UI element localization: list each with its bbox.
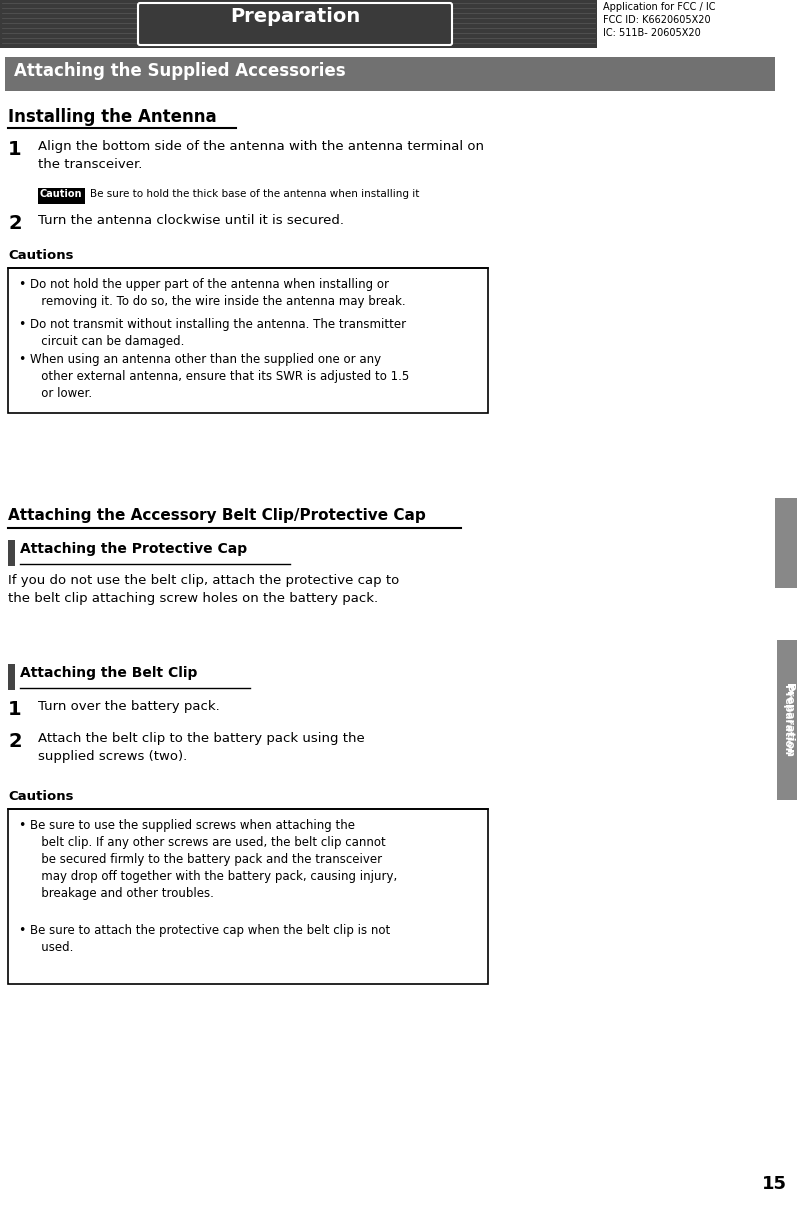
Text: Be sure to use the supplied screws when attaching the
   belt clip. If any other: Be sure to use the supplied screws when …: [30, 820, 397, 900]
Text: 15: 15: [762, 1174, 787, 1193]
Text: •: •: [18, 317, 26, 331]
Text: Cautions: Cautions: [8, 249, 73, 262]
Bar: [8, 664, 15, 690]
Text: 1: 1: [8, 700, 22, 719]
Text: Be sure to attach the protective cap when the belt clip is not
   used.: Be sure to attach the protective cap whe…: [30, 925, 391, 954]
Text: When using an antenna other than the supplied one or any
   other external anten: When using an antenna other than the sup…: [30, 352, 409, 400]
Text: •: •: [18, 278, 26, 291]
Text: Attaching the Accessory Belt Clip/Protective Cap: Attaching the Accessory Belt Clip/Protec…: [8, 508, 426, 523]
Bar: [0, 0, 597, 48]
Bar: [5, 57, 775, 91]
Text: Application for FCC / IC: Application for FCC / IC: [603, 2, 716, 12]
Bar: [775, 498, 797, 588]
Text: IC: 511B- 20605X20: IC: 511B- 20605X20: [603, 28, 701, 37]
Text: Attaching the Protective Cap: Attaching the Protective Cap: [20, 542, 247, 556]
Text: Preparation: Preparation: [230, 7, 360, 27]
Text: Do not transmit without installing the antenna. The transmitter
   circuit can b: Do not transmit without installing the a…: [30, 317, 406, 348]
Bar: [8, 809, 488, 984]
Text: Align the bottom side of the antenna with the antenna terminal on
the transceive: Align the bottom side of the antenna wit…: [38, 140, 484, 171]
Bar: [38, 188, 85, 204]
Bar: [777, 640, 797, 800]
Text: If you do not use the belt clip, attach the protective cap to
the belt clip atta: If you do not use the belt clip, attach …: [8, 575, 399, 605]
FancyBboxPatch shape: [138, 2, 452, 45]
Text: FCC ID: K6620605X20: FCC ID: K6620605X20: [603, 14, 711, 25]
Bar: [8, 268, 488, 413]
Text: 1: 1: [8, 140, 22, 159]
Text: 2: 2: [8, 214, 22, 233]
Text: •: •: [18, 352, 26, 366]
Text: Turn over the battery pack.: Turn over the battery pack.: [38, 700, 220, 713]
Text: Cautions: Cautions: [8, 791, 73, 803]
Text: Turn the antenna clockwise until it is secured.: Turn the antenna clockwise until it is s…: [38, 214, 344, 227]
Text: Attaching the Belt Clip: Attaching the Belt Clip: [20, 666, 198, 680]
Text: Caution: Caution: [40, 189, 82, 199]
Text: Installing the Antenna: Installing the Antenna: [8, 107, 217, 126]
Text: Attaching the Supplied Accessories: Attaching the Supplied Accessories: [14, 62, 346, 80]
Text: Attach the belt clip to the battery pack using the
supplied screws (two).: Attach the belt clip to the battery pack…: [38, 731, 365, 763]
Bar: [8, 540, 15, 566]
Text: Preparation: Preparation: [782, 686, 792, 756]
Text: Do not hold the upper part of the antenna when installing or
   removing it. To : Do not hold the upper part of the antenn…: [30, 278, 406, 308]
Text: •: •: [18, 925, 26, 937]
Text: •: •: [18, 820, 26, 832]
Text: Preparation: Preparation: [784, 683, 794, 757]
Text: Be sure to hold the thick base of the antenna when installing it: Be sure to hold the thick base of the an…: [90, 189, 419, 199]
Text: 2: 2: [8, 731, 22, 751]
